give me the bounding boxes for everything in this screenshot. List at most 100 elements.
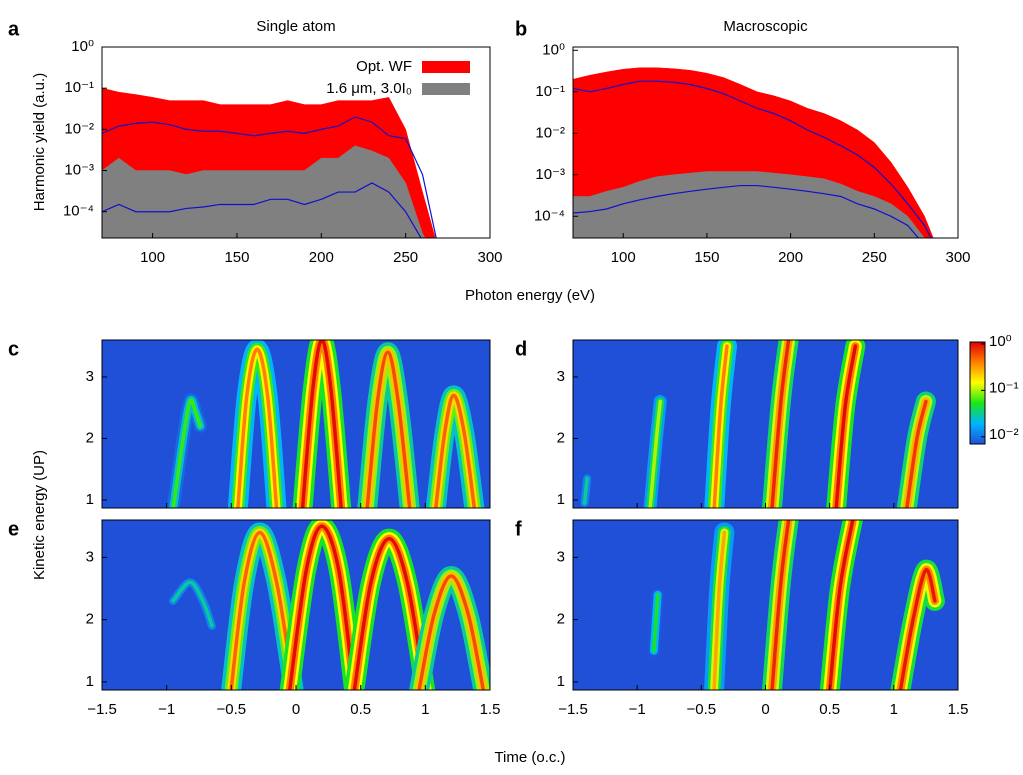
burst: [652, 592, 660, 653]
y-tick-label: 10⁻¹: [64, 79, 94, 96]
plot-area: [102, 520, 490, 690]
x-tick-label: 250: [393, 249, 418, 266]
spectrum-area: [573, 171, 925, 238]
burst: [229, 530, 296, 690]
plot-area: [573, 67, 934, 238]
x-tick-label: −0.5: [217, 701, 247, 718]
x-tick-label: 1.5: [480, 701, 501, 718]
legend-label: 1.6 μm, 3.0I₀: [326, 80, 412, 97]
x-tick-label: 100: [140, 249, 165, 266]
y-tick-label: 10⁻⁴: [534, 207, 565, 224]
y-tick-label: 10⁻³: [64, 162, 94, 179]
y-tick-label: 2: [86, 611, 94, 628]
burst: [648, 399, 663, 508]
burst: [712, 344, 729, 508]
y-tick-label: 2: [557, 611, 565, 628]
burst: [300, 340, 343, 508]
burst: [834, 344, 858, 508]
plot-area: [102, 87, 437, 238]
burst: [582, 476, 589, 505]
plot-area: [102, 340, 490, 508]
x-axis-label: Photon energy (eV): [465, 287, 595, 304]
y-tick-label: 3: [86, 368, 94, 385]
panel-letter: f: [515, 518, 522, 540]
panel-letter: e: [8, 518, 19, 540]
x-tick-label: 1: [421, 701, 429, 718]
axes-frame: [101, 46, 491, 239]
x-tick-label: 150: [224, 249, 249, 266]
burst: [434, 393, 477, 508]
axes-frame: [572, 46, 959, 239]
y-tick-label: 2: [86, 429, 94, 446]
burst: [828, 520, 855, 690]
x-tick-label: 1.5: [948, 701, 969, 718]
plot-area: [573, 340, 958, 508]
y-tick-label: 10⁰: [71, 38, 94, 55]
y-tick-label: 10⁰: [542, 41, 565, 58]
x-tick-label: 1: [890, 701, 898, 718]
burst: [898, 568, 937, 690]
x-tick-label: 300: [477, 249, 502, 266]
y-tick-label: 3: [557, 368, 565, 385]
x-tick-label: 150: [694, 249, 719, 266]
y-tick-label: 10⁻²: [64, 120, 94, 137]
burst: [770, 340, 791, 508]
x-tick-label: −1.5: [87, 701, 117, 718]
y-tick-label: 3: [557, 548, 565, 565]
y-tick-label: 1: [86, 491, 94, 508]
spectrum-envelope: [102, 116, 437, 238]
y-tick-label: 10⁻⁴: [63, 203, 94, 220]
y-tick-label: 1: [557, 491, 565, 508]
x-tick-label: 100: [611, 249, 636, 266]
panel-letter: b: [515, 18, 527, 40]
colorbar: [969, 341, 986, 445]
spectrum-area: [102, 145, 426, 238]
legend-swatch: [422, 83, 470, 95]
burst: [417, 574, 486, 690]
burst: [352, 536, 427, 690]
y-axis-label: Kinetic energy (UP): [31, 450, 48, 580]
burst: [287, 524, 356, 690]
colorbar-tick-label: 10⁰: [989, 333, 1012, 350]
y-tick-label: 3: [86, 548, 94, 565]
burst: [171, 398, 203, 508]
legend-label: Opt. WF: [356, 58, 412, 75]
x-tick-label: 0: [761, 701, 769, 718]
panel-letter: c: [8, 338, 19, 360]
burst: [905, 399, 928, 508]
panel-letter: a: [8, 18, 20, 40]
colorbar-tick-label: 10⁻²: [989, 426, 1019, 443]
spectrum-envelope: [573, 184, 920, 238]
x-tick-label: −1.5: [558, 701, 588, 718]
burst: [236, 347, 279, 508]
x-tick-label: 0: [292, 701, 300, 718]
burst: [365, 350, 412, 508]
y-tick-label: 10⁻¹: [535, 83, 565, 100]
panel-letter: d: [515, 338, 527, 360]
legend-swatch: [422, 61, 470, 73]
burst: [171, 580, 214, 628]
y-axis-label: Harmonic yield (a.u.): [31, 73, 48, 211]
x-tick-label: 300: [945, 249, 970, 266]
x-tick-label: 250: [862, 249, 887, 266]
y-tick-label: 10⁻³: [535, 166, 565, 183]
panel-title: Single atom: [256, 18, 335, 35]
spectrum-envelope: [573, 80, 932, 238]
plot-area: [573, 520, 958, 690]
panel-title: Macroscopic: [723, 18, 808, 35]
x-tick-label: 0.5: [819, 701, 840, 718]
x-tick-label: −1: [158, 701, 175, 718]
y-tick-label: 1: [86, 673, 94, 690]
x-tick-label: 200: [309, 249, 334, 266]
x-axis-label: Time (o.c.): [494, 749, 565, 766]
y-tick-label: 10⁻²: [535, 124, 565, 141]
spectrum-envelope: [102, 182, 422, 238]
x-tick-label: −0.5: [687, 701, 717, 718]
x-tick-label: 200: [778, 249, 803, 266]
x-tick-label: −1: [629, 701, 646, 718]
y-tick-label: 1: [557, 673, 565, 690]
y-tick-label: 2: [557, 429, 565, 446]
colorbar-tick-label: 10⁻¹: [989, 379, 1019, 396]
